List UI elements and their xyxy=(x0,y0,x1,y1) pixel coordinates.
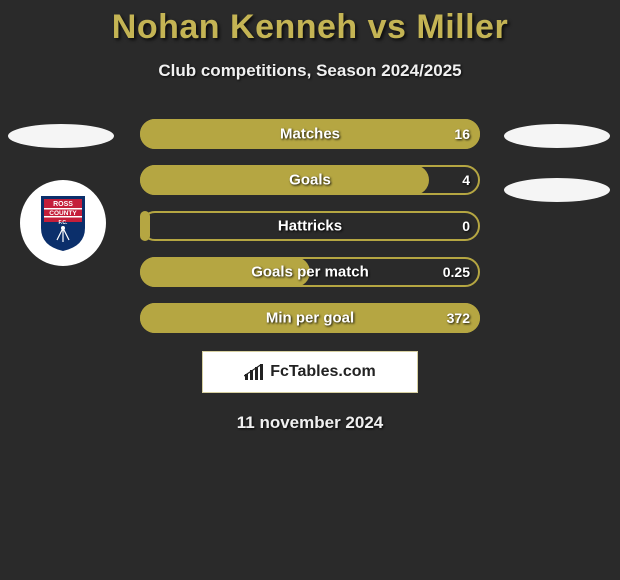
stat-row: Goals per match 0.25 xyxy=(140,257,480,287)
stats-bars: Matches 16 Goals 4 Hattricks 0 Goals per match… xyxy=(140,119,480,333)
stat-row: Hattricks 0 xyxy=(140,211,480,241)
stat-row: Min per goal 372 xyxy=(140,303,480,333)
stat-value: 16 xyxy=(454,126,470,142)
stat-value: 0 xyxy=(462,218,470,234)
snapshot-date: 11 november 2024 xyxy=(0,413,620,433)
stat-label: Goals per match xyxy=(251,264,369,281)
fctables-watermark[interactable]: FcTables.com xyxy=(202,351,418,393)
stat-label: Hattricks xyxy=(278,218,342,235)
brand-label: FcTables.com xyxy=(270,363,376,381)
stat-label: Goals xyxy=(289,172,331,189)
season-subtitle: Club competitions, Season 2024/2025 xyxy=(0,61,620,81)
stat-label: Min per goal xyxy=(266,310,354,327)
stat-row: Goals 4 xyxy=(140,165,480,195)
stat-value: 372 xyxy=(447,310,470,326)
comparison-title: Nohan Kenneh vs Miller xyxy=(0,0,620,47)
bar-chart-icon xyxy=(244,364,264,380)
stat-label: Matches xyxy=(280,126,340,143)
stat-row: Matches 16 xyxy=(140,119,480,149)
stat-value: 0.25 xyxy=(443,264,470,280)
stat-value: 4 xyxy=(462,172,470,188)
